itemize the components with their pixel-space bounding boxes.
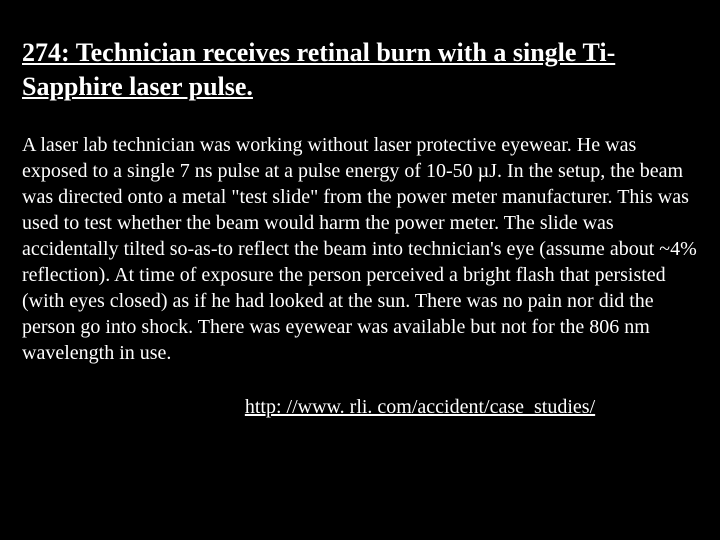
slide-body: A laser lab technician was working witho… xyxy=(22,132,698,366)
slide-title: 274: Technician receives retinal burn wi… xyxy=(22,36,698,104)
source-link[interactable]: http: //www. rli. com/accident/case_stud… xyxy=(22,396,698,419)
